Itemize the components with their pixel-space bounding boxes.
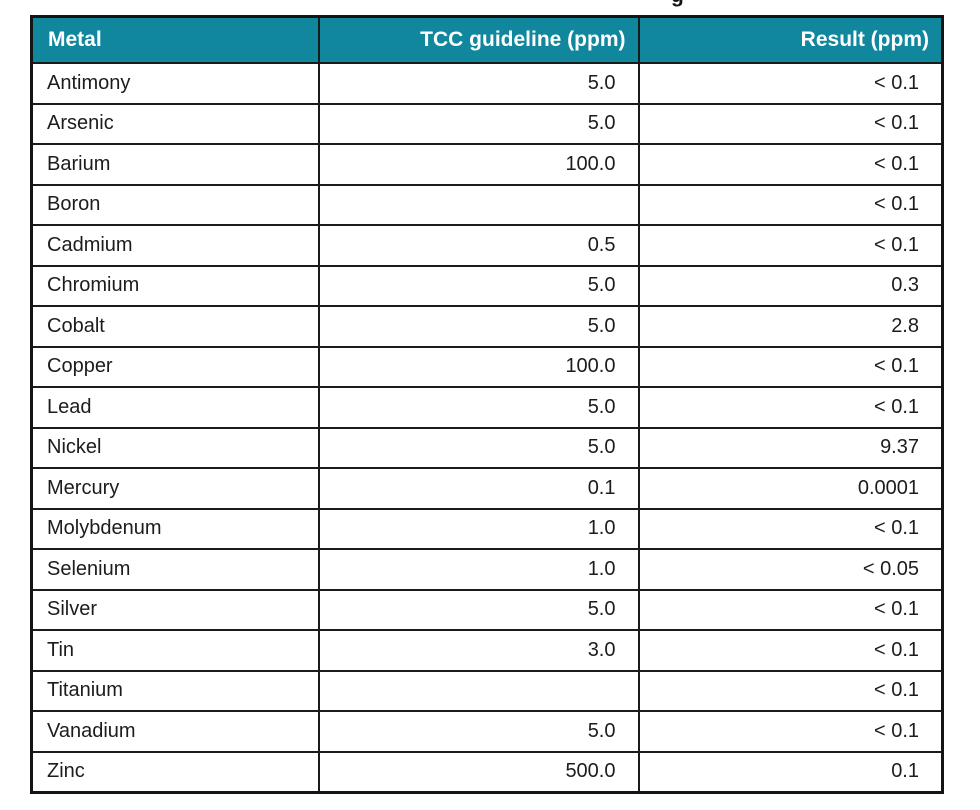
- table-row: Arsenic 5.0 < 0.1: [30, 102, 944, 145]
- cell-result: < 0.1: [637, 102, 944, 145]
- table-row: Zinc 500.0 0.1: [30, 750, 944, 794]
- cell-metal: Vanadium: [30, 710, 320, 753]
- cell-result: < 0.1: [637, 224, 944, 267]
- cell-metal: Cobalt: [30, 305, 320, 348]
- table-row: Selenium 1.0 < 0.05: [30, 548, 944, 591]
- cell-guideline: 100.0: [317, 345, 640, 388]
- cell-result: < 0.1: [637, 386, 944, 429]
- cell-metal: Cadmium: [30, 224, 320, 267]
- cell-metal: Antimony: [30, 62, 320, 105]
- cell-result: < 0.1: [637, 710, 944, 753]
- cell-guideline: [317, 183, 640, 226]
- cell-guideline: 500.0: [317, 750, 640, 794]
- cell-guideline: 100.0: [317, 143, 640, 186]
- cell-guideline: 0.1: [317, 467, 640, 510]
- cell-metal: Lead: [30, 386, 320, 429]
- clipped-heading-fragment: g: [671, 0, 693, 7]
- cell-guideline: 5.0: [317, 710, 640, 753]
- cell-result: < 0.1: [637, 629, 944, 672]
- cell-result: < 0.05: [637, 548, 944, 591]
- cell-result: < 0.1: [637, 669, 944, 712]
- cell-guideline: 5.0: [317, 102, 640, 145]
- cell-metal: Barium: [30, 143, 320, 186]
- cell-metal: Nickel: [30, 426, 320, 469]
- table-row: Mercury 0.1 0.0001: [30, 467, 944, 510]
- cell-result: < 0.1: [637, 62, 944, 105]
- metals-results-table: Metal TCC guideline (ppm) Result (ppm) A…: [30, 15, 944, 794]
- cell-metal: Silver: [30, 588, 320, 631]
- cell-metal: Titanium: [30, 669, 320, 712]
- cell-metal: Molybdenum: [30, 507, 320, 550]
- table-row: Nickel 5.0 9.37: [30, 426, 944, 469]
- cell-result: < 0.1: [637, 507, 944, 550]
- cell-metal: Copper: [30, 345, 320, 388]
- table-row: Titanium < 0.1: [30, 669, 944, 712]
- table-row: Lead 5.0 < 0.1: [30, 386, 944, 429]
- cell-guideline: 5.0: [317, 588, 640, 631]
- column-header-metal: Metal: [30, 15, 320, 64]
- table-row: Silver 5.0 < 0.1: [30, 588, 944, 631]
- cell-result: 0.1: [637, 750, 944, 794]
- table-row: Cobalt 5.0 2.8: [30, 305, 944, 348]
- cell-result: 0.0001: [637, 467, 944, 510]
- table-row: Boron < 0.1: [30, 183, 944, 226]
- cell-metal: Mercury: [30, 467, 320, 510]
- cell-guideline: [317, 669, 640, 712]
- cell-guideline: 3.0: [317, 629, 640, 672]
- table-row: Copper 100.0 < 0.1: [30, 345, 944, 388]
- cell-metal: Arsenic: [30, 102, 320, 145]
- cell-result: < 0.1: [637, 345, 944, 388]
- cell-guideline: 1.0: [317, 507, 640, 550]
- cell-guideline: 5.0: [317, 386, 640, 429]
- table-row: Vanadium 5.0 < 0.1: [30, 710, 944, 753]
- column-header-result: Result (ppm): [637, 15, 944, 64]
- cell-guideline: 5.0: [317, 264, 640, 307]
- table-header-row: Metal TCC guideline (ppm) Result (ppm): [30, 15, 944, 64]
- cell-guideline: 1.0: [317, 548, 640, 591]
- cell-result: < 0.1: [637, 588, 944, 631]
- cell-metal: Chromium: [30, 264, 320, 307]
- cell-result: 9.37: [637, 426, 944, 469]
- table-body: Antimony 5.0 < 0.1 Arsenic 5.0 < 0.1 Barium 100…: [30, 62, 944, 794]
- cell-metal: Boron: [30, 183, 320, 226]
- table-row: Antimony 5.0 < 0.1: [30, 62, 944, 105]
- cell-guideline: 5.0: [317, 62, 640, 105]
- cell-result: 2.8: [637, 305, 944, 348]
- table-row: Molybdenum 1.0 < 0.1: [30, 507, 944, 550]
- cell-metal: Zinc: [30, 750, 320, 794]
- cell-guideline: 5.0: [317, 426, 640, 469]
- cell-guideline: 5.0: [317, 305, 640, 348]
- cell-metal: Tin: [30, 629, 320, 672]
- cell-guideline: 0.5: [317, 224, 640, 267]
- cell-result: < 0.1: [637, 143, 944, 186]
- cell-result: 0.3: [637, 264, 944, 307]
- clipped-heading-text: g: [671, 0, 693, 7]
- table-row: Barium 100.0 < 0.1: [30, 143, 944, 186]
- table-row: Chromium 5.0 0.3: [30, 264, 944, 307]
- column-header-tcc-guideline: TCC guideline (ppm): [317, 15, 640, 64]
- cell-metal: Selenium: [30, 548, 320, 591]
- table-row: Tin 3.0 < 0.1: [30, 629, 944, 672]
- table-row: Cadmium 0.5 < 0.1: [30, 224, 944, 267]
- cell-result: < 0.1: [637, 183, 944, 226]
